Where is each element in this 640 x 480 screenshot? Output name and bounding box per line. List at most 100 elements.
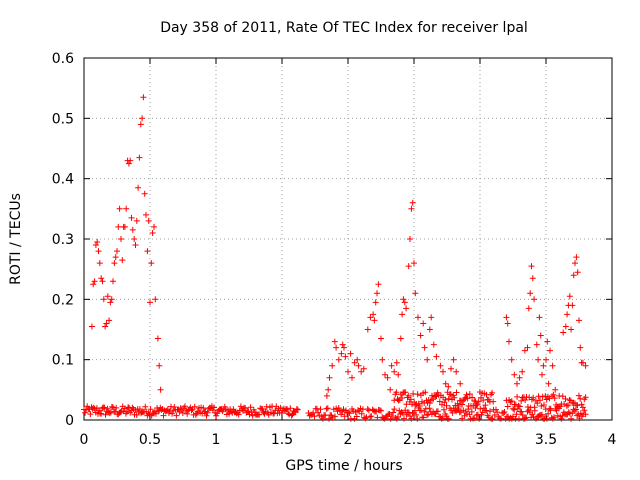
- data-point: [92, 242, 99, 248]
- data-point: [139, 115, 146, 122]
- data-point: [424, 356, 431, 363]
- data-point: [288, 412, 295, 419]
- data-point: [136, 406, 143, 412]
- x-tick-label: 1: [212, 432, 221, 448]
- data-point: [415, 314, 421, 321]
- data-point: [408, 205, 415, 212]
- data-point: [420, 414, 427, 421]
- data-point: [542, 393, 549, 400]
- data-point: [441, 399, 448, 406]
- data-point: [445, 383, 452, 390]
- data-point: [571, 407, 578, 414]
- data-point: [284, 406, 291, 413]
- data-point: [374, 290, 380, 297]
- data-point: [424, 412, 430, 419]
- data-point: [388, 362, 395, 369]
- data-point: [525, 305, 532, 312]
- data-point: [364, 406, 371, 412]
- data-point: [152, 296, 159, 303]
- data-point: [156, 362, 163, 369]
- data-point: [311, 413, 318, 420]
- data-point: [524, 344, 531, 351]
- data-point: [501, 409, 508, 415]
- data-point: [100, 296, 107, 303]
- data-point: [137, 121, 144, 128]
- data-point: [573, 254, 580, 261]
- data-point: [136, 154, 143, 161]
- data-point: [513, 411, 520, 418]
- data-point: [259, 406, 266, 412]
- data-point: [405, 263, 412, 270]
- data-point: [98, 410, 105, 417]
- data-point: [131, 236, 138, 242]
- data-point: [417, 332, 424, 339]
- data-point: [475, 398, 482, 405]
- data-point: [408, 415, 415, 422]
- data-point: [147, 406, 154, 413]
- data-point: [102, 323, 109, 330]
- data-point: [106, 317, 113, 324]
- data-point: [84, 403, 91, 410]
- data-point: [442, 396, 449, 403]
- data-point: [416, 403, 423, 409]
- data-point: [287, 405, 294, 412]
- chart-title: Day 358 of 2011, Rate Of TEC Index for r…: [160, 20, 528, 36]
- data-point: [90, 281, 97, 288]
- data-point: [463, 391, 470, 398]
- y-axis-label: ROTI / TECUs: [8, 193, 24, 285]
- data-point: [522, 397, 529, 403]
- data-point: [140, 94, 147, 101]
- data-point: [438, 415, 445, 422]
- data-point: [450, 356, 457, 363]
- data-point: [121, 223, 128, 230]
- data-point: [121, 405, 128, 412]
- y-tick-label: 0.2: [52, 292, 74, 308]
- data-point: [332, 413, 338, 420]
- data-point: [160, 412, 167, 419]
- data-point: [95, 248, 102, 255]
- data-point: [333, 344, 340, 351]
- data-point: [400, 296, 407, 303]
- data-point: [182, 403, 188, 410]
- data-point: [331, 338, 338, 345]
- data-point: [249, 412, 256, 419]
- data-point: [351, 359, 358, 366]
- data-point: [504, 320, 511, 327]
- data-point: [376, 407, 383, 414]
- data-point: [364, 326, 371, 333]
- data-point: [421, 408, 428, 415]
- data-point: [382, 371, 388, 378]
- data-point: [544, 338, 551, 345]
- y-tick-label: 0: [65, 413, 74, 429]
- data-point: [294, 406, 301, 413]
- data-point: [537, 332, 544, 339]
- x-tick-label: 4: [608, 432, 617, 448]
- data-point: [141, 190, 148, 197]
- data-point: [569, 302, 576, 309]
- data-point: [536, 314, 543, 321]
- data-point: [422, 389, 429, 396]
- data-point: [82, 409, 89, 416]
- data-point: [379, 356, 386, 363]
- data-point: [522, 415, 529, 422]
- data-point: [550, 391, 557, 398]
- data-point: [433, 353, 440, 360]
- data-point: [558, 415, 565, 422]
- data-point: [342, 353, 349, 360]
- data-point: [439, 415, 446, 422]
- data-point: [545, 410, 552, 417]
- data-point: [113, 404, 120, 411]
- x-tick-label: 1.5: [271, 432, 293, 448]
- data-point: [367, 314, 374, 321]
- data-point: [539, 411, 545, 418]
- data-point: [345, 368, 351, 375]
- data-point: [372, 299, 379, 306]
- data-point: [489, 415, 496, 422]
- y-tick-label: 0.6: [52, 51, 74, 67]
- data-point: [360, 365, 367, 372]
- data-point: [534, 400, 541, 407]
- data-point: [442, 380, 449, 387]
- data-point: [582, 411, 589, 418]
- data-point: [508, 398, 515, 405]
- data-point: [551, 395, 558, 402]
